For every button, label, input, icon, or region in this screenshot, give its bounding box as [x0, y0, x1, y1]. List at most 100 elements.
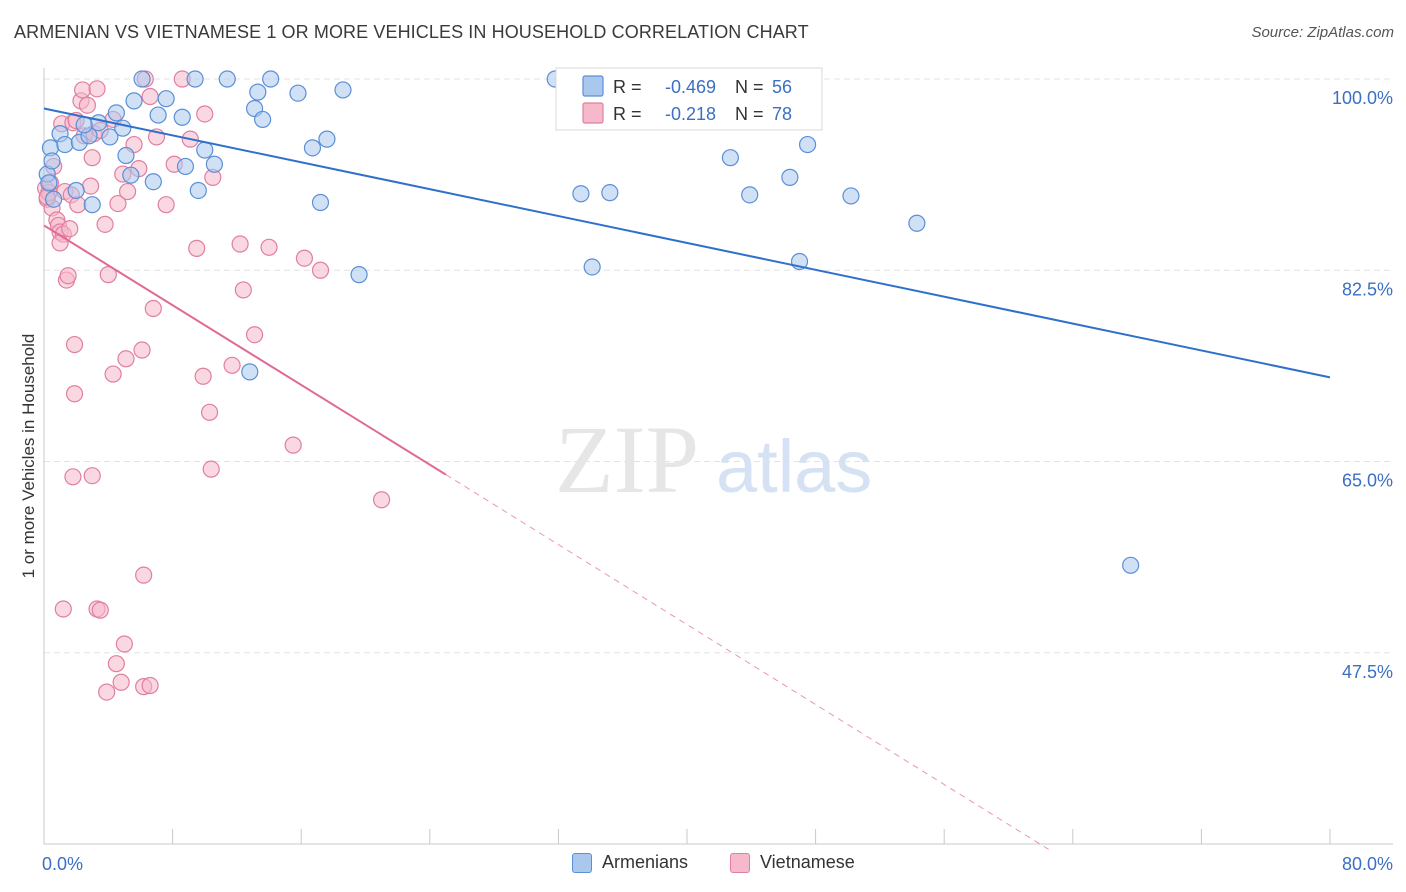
armenian-point: [262, 70, 280, 88]
vietnamese-point: [223, 356, 241, 374]
legend-n-value-2: 78: [772, 104, 792, 124]
armenian-point: [133, 70, 151, 88]
y-tick-label: 65.0%: [1342, 471, 1393, 491]
armenian-point: [218, 70, 236, 88]
vietnamese-point: [83, 149, 101, 167]
legend-item-vietnamese[interactable]: Vietnamese: [730, 852, 855, 873]
legend-label-armenians: Armenians: [602, 852, 689, 872]
legend-swatch-vietnamese: [582, 102, 604, 124]
armenian-point: [1122, 556, 1140, 574]
armenian-point: [83, 196, 101, 214]
y-tick-label: 82.5%: [1342, 279, 1393, 299]
armenian-point: [67, 181, 85, 200]
armenian-point: [144, 173, 162, 191]
vietnamese-point: [78, 96, 97, 114]
vietnamese-point: [91, 601, 109, 619]
vietnamese-point: [65, 335, 84, 354]
vietnamese-point: [202, 460, 220, 478]
vietnamese-point: [69, 196, 87, 214]
vietnamese-point: [83, 467, 101, 485]
vietnamese-point: [311, 261, 330, 279]
vietnamese-point: [260, 238, 278, 256]
armenian-point: [741, 186, 759, 204]
legend-r-value-2: -0.218: [665, 104, 716, 124]
x-tick-label-min: 0.0%: [42, 854, 83, 874]
vietnamese-point: [144, 299, 162, 318]
armenian-point: [186, 70, 204, 88]
vietnamese-point: [245, 326, 264, 344]
armenian-point: [572, 185, 590, 203]
legend-bottom: Armenians Vietnamese: [0, 852, 1406, 878]
armenian-point: [40, 174, 58, 192]
x-tick-label-max: 80.0%: [1342, 854, 1393, 874]
armenian-point: [114, 119, 132, 137]
armenian-point: [241, 363, 259, 381]
vietnamese-point: [54, 600, 72, 618]
vietnamese-point: [98, 683, 116, 701]
armenian-point: [101, 128, 119, 146]
armenian-point: [107, 104, 125, 122]
armenian-point: [311, 193, 330, 212]
y-tick-labels: 100.0% 82.5% 65.0% 47.5%: [1332, 88, 1393, 682]
vietnamese-point: [284, 436, 302, 454]
axes: [43, 68, 1393, 845]
vietnamese-trend-line: [43, 224, 447, 476]
legend-r-value-1: -0.469: [665, 77, 716, 97]
vietnamese-point: [51, 234, 69, 252]
vietnamese-point: [141, 676, 159, 695]
vietnamese-point: [96, 215, 114, 233]
armenian-point: [254, 110, 272, 129]
y-tick-label: 100.0%: [1332, 88, 1393, 108]
vietnamese-point: [118, 182, 137, 201]
armenian-point: [303, 139, 322, 157]
armenian-point: [122, 166, 140, 184]
watermark-atlas: atlas: [716, 425, 872, 508]
armenian-point: [249, 83, 267, 101]
armenian-point: [334, 81, 352, 99]
vietnamese-point: [234, 281, 252, 299]
vietnamese-point: [64, 468, 82, 486]
vietnamese-point: [157, 196, 175, 214]
armenian-point: [56, 135, 74, 154]
vietnamese-point: [109, 194, 127, 213]
y-tick-label: 47.5%: [1342, 662, 1393, 682]
vietnamese-point: [196, 105, 214, 123]
vietnamese-point: [231, 235, 249, 253]
vietnamese-trend-extension: [445, 474, 1049, 850]
armenian-point: [781, 168, 799, 186]
armenian-point: [205, 155, 223, 173]
armenian-point: [149, 106, 167, 124]
source-label: Source: ZipAtlas.com: [1251, 24, 1394, 41]
armenian-point: [289, 84, 307, 102]
legend-n-value-1: 56: [772, 77, 792, 97]
vietnamese-point: [372, 491, 391, 509]
armenian-point: [601, 184, 619, 202]
legend-n-label-1: N =: [735, 77, 764, 97]
armenian-point: [908, 214, 926, 232]
vietnamese-point: [104, 365, 122, 383]
armenian-point: [43, 152, 61, 170]
vietnamese-point: [141, 87, 159, 106]
vietnamese-point: [194, 367, 212, 385]
vietnamese-point: [115, 635, 133, 653]
chart-title: ARMENIAN VS VIETNAMESE 1 OR MORE VEHICLE…: [14, 22, 809, 42]
vietnamese-point: [61, 220, 79, 238]
vietnamese-point: [88, 80, 106, 98]
legend-swatch-vietnamese-bottom: [730, 852, 750, 873]
vietnamese-point: [73, 81, 92, 99]
armenian-point: [75, 116, 93, 134]
legend-label-vietnamese: Vietnamese: [760, 852, 855, 872]
armenian-point: [721, 149, 740, 167]
vietnamese-point: [133, 341, 151, 359]
legend-top: R = -0.469 N = 56 R = -0.218 N = 78: [555, 67, 823, 131]
armenian-point: [173, 108, 191, 126]
legend-swatch-armenians-bottom: [572, 852, 592, 873]
armenian-point: [842, 187, 860, 205]
armenian-point: [157, 90, 175, 108]
vietnamese-point: [59, 267, 77, 285]
legend-item-armenians[interactable]: Armenians: [572, 852, 688, 873]
legend-r-label-2: R =: [613, 104, 642, 124]
armenian-point: [176, 157, 195, 176]
legend-r-label-1: R =: [613, 77, 642, 97]
